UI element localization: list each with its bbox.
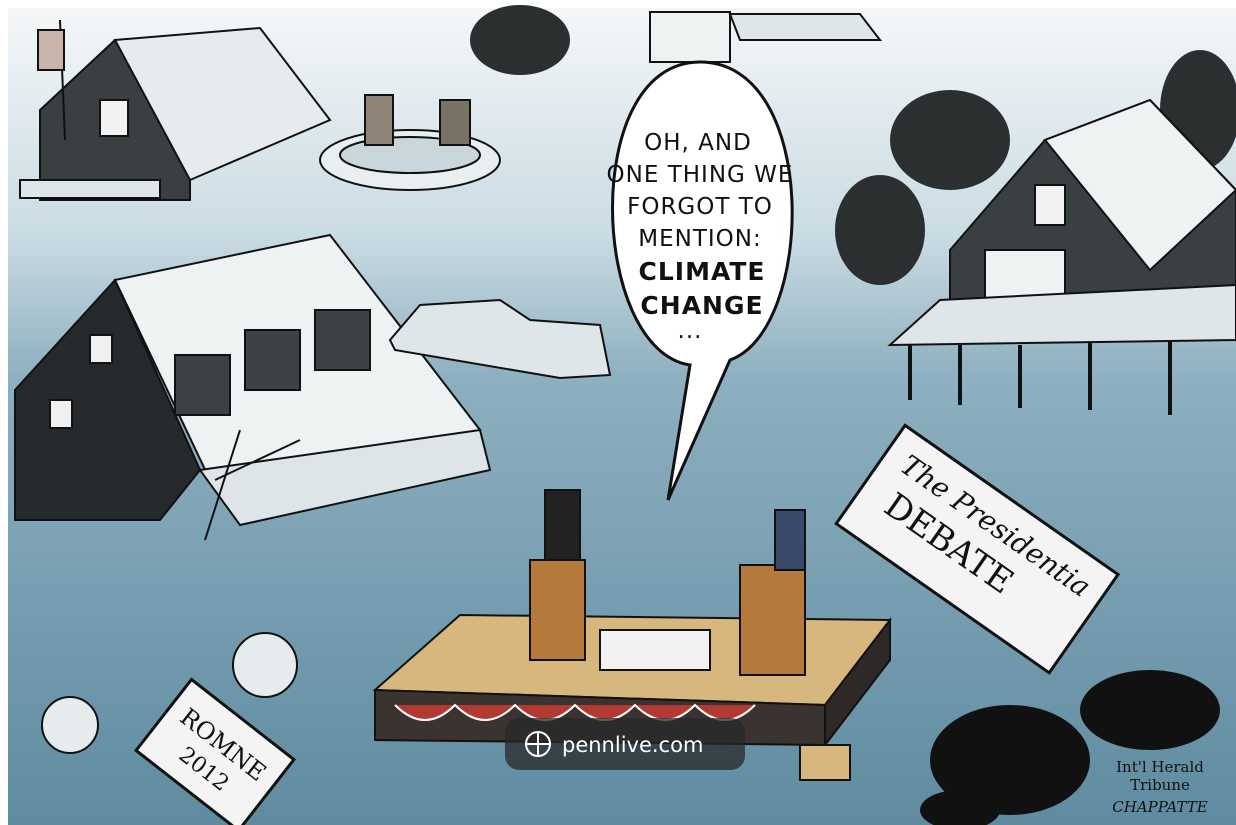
bubble-line: MENTION: (638, 226, 761, 252)
signature-line: Tribune (1130, 776, 1190, 794)
bubble-line: CHANGE (640, 291, 763, 320)
watermark-text[interactable]: pennlive.com (562, 733, 703, 757)
bubble-line: ONE THING WE (607, 162, 794, 188)
bubble-line: OH, AND (644, 130, 752, 156)
cartoon: OH, AND ONE THING WE FORGOT TO MENTION: … (0, 0, 1236, 825)
bubble-line: CLIMATE (639, 257, 766, 286)
watermark[interactable]: pennlive.com (505, 718, 745, 770)
page: {"speech_bubble": {"lines": ["OH, AND", … (0, 0, 1236, 825)
signature-line: Int'l Herald (1116, 758, 1204, 776)
bubble-line: ... (678, 318, 703, 344)
signature-line: CHAPPATTE (1112, 798, 1207, 816)
bubble-line: FORGOT TO (627, 194, 773, 220)
